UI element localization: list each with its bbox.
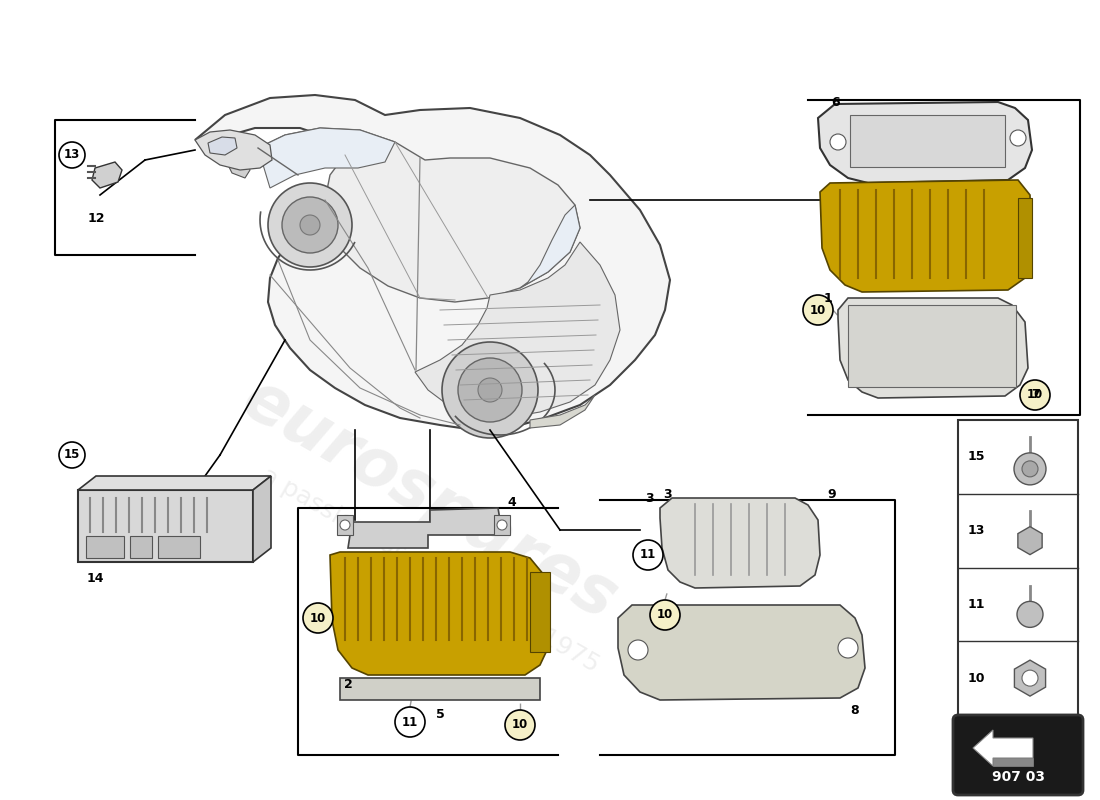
Text: 4: 4 [507, 495, 516, 509]
Circle shape [628, 640, 648, 660]
Text: 14: 14 [86, 571, 103, 585]
Circle shape [1022, 670, 1038, 686]
Text: 907 03: 907 03 [991, 770, 1045, 784]
Polygon shape [228, 160, 250, 178]
Circle shape [505, 710, 535, 740]
Text: 5: 5 [436, 707, 444, 721]
Polygon shape [195, 130, 272, 170]
Text: 10: 10 [810, 303, 826, 317]
Circle shape [59, 442, 85, 468]
Circle shape [340, 520, 350, 530]
Circle shape [458, 358, 522, 422]
Text: 10: 10 [310, 611, 326, 625]
FancyBboxPatch shape [953, 715, 1084, 795]
Circle shape [650, 600, 680, 630]
Polygon shape [820, 180, 1032, 292]
Polygon shape [78, 476, 271, 490]
Text: 9: 9 [827, 489, 836, 502]
Circle shape [497, 520, 507, 530]
Polygon shape [1018, 526, 1042, 554]
FancyBboxPatch shape [130, 536, 152, 558]
Text: 10: 10 [967, 672, 984, 685]
Text: 13: 13 [967, 524, 984, 537]
Polygon shape [258, 128, 395, 188]
FancyBboxPatch shape [158, 536, 200, 558]
Circle shape [1018, 602, 1043, 627]
FancyBboxPatch shape [337, 515, 353, 535]
Text: a passion for parts, since 1975: a passion for parts, since 1975 [256, 463, 603, 677]
Text: 15: 15 [967, 450, 984, 463]
Polygon shape [330, 552, 548, 675]
Circle shape [268, 183, 352, 267]
FancyBboxPatch shape [530, 572, 550, 652]
Text: eurospares: eurospares [231, 366, 629, 634]
Polygon shape [838, 298, 1028, 398]
Polygon shape [520, 205, 580, 288]
Text: 13: 13 [64, 149, 80, 162]
Text: 2: 2 [343, 678, 352, 691]
Circle shape [302, 603, 333, 633]
Text: 8: 8 [850, 703, 859, 717]
FancyBboxPatch shape [850, 115, 1005, 167]
FancyBboxPatch shape [340, 678, 540, 700]
Circle shape [442, 342, 538, 438]
Text: 15: 15 [64, 449, 80, 462]
Circle shape [59, 142, 85, 168]
Circle shape [1022, 461, 1038, 477]
Circle shape [282, 197, 338, 253]
Circle shape [1010, 130, 1026, 146]
FancyBboxPatch shape [848, 305, 1016, 387]
Text: 907 03: 907 03 [991, 770, 1045, 784]
Circle shape [1014, 453, 1046, 485]
Text: 6: 6 [832, 95, 840, 109]
Circle shape [803, 295, 833, 325]
Text: 7: 7 [1031, 389, 1040, 402]
Text: 10: 10 [1027, 389, 1043, 402]
Text: 3: 3 [646, 491, 654, 505]
Polygon shape [974, 730, 1033, 766]
Text: 10: 10 [657, 609, 673, 622]
Polygon shape [348, 508, 500, 548]
FancyBboxPatch shape [494, 515, 510, 535]
Text: 11: 11 [967, 598, 984, 611]
Circle shape [830, 134, 846, 150]
FancyBboxPatch shape [86, 536, 124, 558]
Text: 1: 1 [824, 291, 833, 305]
Polygon shape [195, 95, 670, 430]
Circle shape [632, 540, 663, 570]
Polygon shape [618, 605, 865, 700]
Circle shape [300, 215, 320, 235]
Polygon shape [258, 128, 580, 302]
Polygon shape [1014, 660, 1046, 696]
Polygon shape [660, 498, 820, 588]
Text: 10: 10 [512, 718, 528, 731]
Circle shape [395, 707, 425, 737]
Circle shape [838, 638, 858, 658]
FancyBboxPatch shape [958, 420, 1078, 715]
Text: 3: 3 [663, 487, 672, 501]
Polygon shape [818, 102, 1032, 183]
Circle shape [478, 378, 502, 402]
FancyBboxPatch shape [78, 490, 253, 562]
Polygon shape [253, 476, 271, 562]
Text: 12: 12 [87, 211, 104, 225]
Text: 11: 11 [402, 715, 418, 729]
FancyBboxPatch shape [1018, 198, 1032, 278]
Polygon shape [993, 758, 1033, 766]
Polygon shape [415, 242, 620, 418]
Text: 11: 11 [640, 549, 656, 562]
Polygon shape [530, 395, 595, 428]
Circle shape [1020, 380, 1050, 410]
Polygon shape [92, 162, 122, 188]
Polygon shape [208, 137, 236, 155]
